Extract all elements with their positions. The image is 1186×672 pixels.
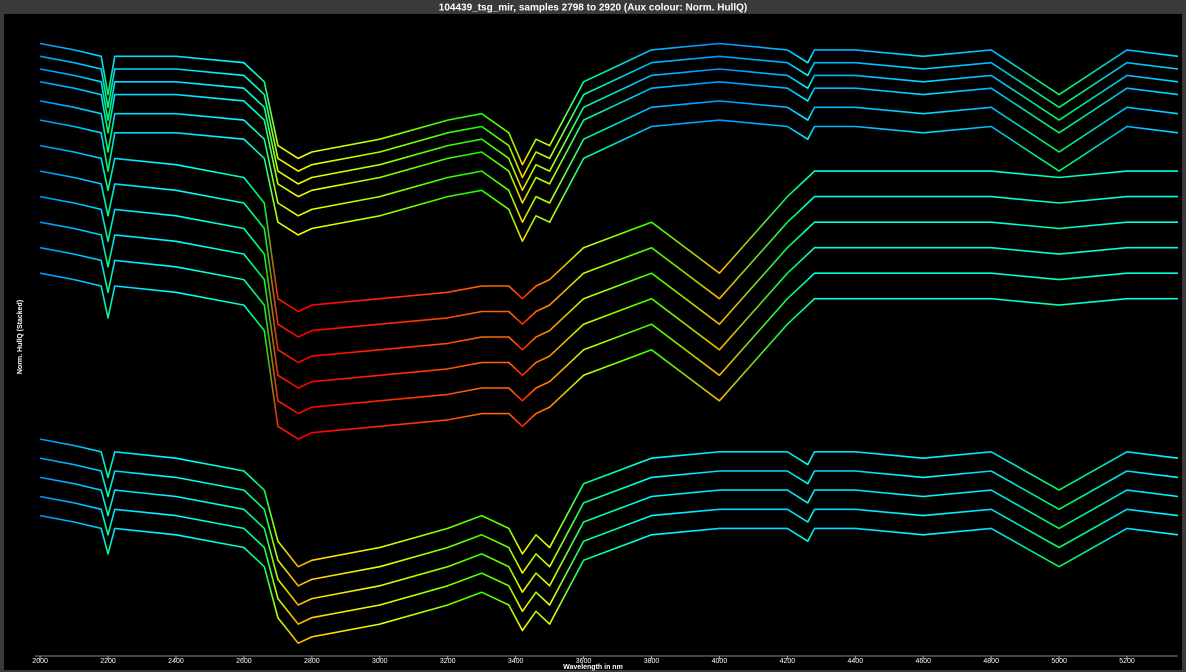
x-tick-label: 2800 [304, 658, 320, 665]
spectrum-line [39, 100, 1179, 223]
chart-title: 104439_tsg_mir, samples 2798 to 2920 (Au… [439, 3, 747, 14]
x-tick-label: 3000 [372, 658, 388, 665]
spectrum-line [39, 195, 1178, 364]
spectrum-line [39, 42, 1179, 166]
spectrum-line [39, 246, 1178, 415]
x-tick-label: 5000 [1051, 658, 1067, 665]
spectrum-line [39, 514, 1179, 644]
spectrum-line [39, 81, 1179, 204]
spectrum-line [39, 144, 1178, 313]
spectrum-line [39, 272, 1178, 440]
x-tick-label: 2000 [32, 658, 48, 665]
panel [4, 14, 1182, 670]
x-tick-label: 3800 [644, 658, 660, 665]
spectrum-line [39, 119, 1179, 243]
spectrum-line [39, 68, 1179, 192]
x-tick-label: 4200 [780, 658, 796, 665]
y-axis-label: Norm. HullQ (Stacked) [17, 300, 24, 374]
spectrum-line [39, 438, 1179, 568]
x-tick-label: 3400 [508, 658, 524, 665]
x-tick-label: 2600 [236, 658, 252, 665]
x-tick-label: 2400 [168, 658, 184, 665]
x-tick-label: 2200 [100, 658, 116, 665]
x-tick-label: 3200 [440, 658, 456, 665]
spectrum-line [39, 55, 1179, 179]
x-tick-label: 4400 [848, 658, 864, 665]
spectrum-line [39, 495, 1179, 625]
x-tick-label: 4800 [983, 658, 999, 665]
spectrum-line [39, 221, 1178, 389]
x-tick-label: 4600 [915, 658, 931, 665]
spectrum-line [39, 170, 1178, 338]
spectrum-line [39, 476, 1179, 606]
x-tick-label: 3600 [576, 658, 592, 665]
x-tick-label: 4000 [712, 658, 728, 665]
x-tick-label: 5200 [1119, 658, 1135, 665]
x-axis-label: Wavelength in nm [563, 664, 623, 671]
spectrum-line [39, 457, 1179, 587]
